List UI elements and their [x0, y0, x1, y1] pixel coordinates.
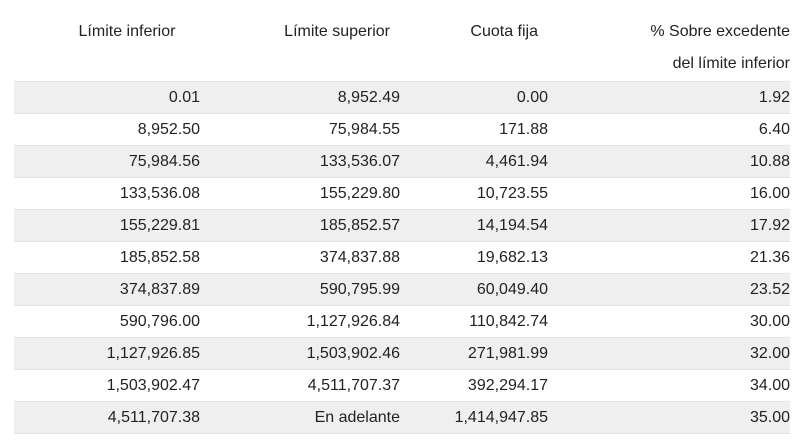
cell-cuota-fija: 271,981.99	[467, 344, 548, 362]
header-porcentaje-excedente: % Sobre excedente del límite inferior	[548, 16, 790, 81]
cell-limite-superior: 8,952.49	[337, 88, 400, 106]
cell-cuota-fija: 60,049.40	[476, 280, 548, 298]
header-line: del límite inferior	[672, 55, 790, 72]
header-line: % Sobre excedente	[650, 23, 790, 40]
table-row: 590,796.00 1,127,926.84 110,842.74 30.00	[14, 306, 790, 338]
table-row: 4,511,707.38 En adelante 1,414,947.85 35…	[14, 402, 790, 434]
header-line: Límite superior	[284, 23, 390, 40]
header-line: Cuota fija	[470, 23, 538, 40]
cell-limite-inferior: 8,952.50	[137, 120, 200, 138]
cell-limite-superior: 4,511,707.37	[307, 376, 400, 394]
cell-porcentaje: 1.92	[758, 88, 790, 106]
cell-limite-inferior: 374,837.89	[119, 280, 200, 298]
cell-limite-superior: 374,837.88	[319, 248, 400, 266]
table-row: 1,503,902.47 4,511,707.37 392,294.17 34.…	[14, 370, 790, 402]
cell-limite-superior: 155,229.80	[319, 184, 400, 202]
cell-cuota-fija: 171.88	[499, 120, 548, 138]
table-row: 8,952.50 75,984.55 171.88 6.40	[14, 114, 790, 146]
cell-porcentaje: 23.52	[749, 280, 790, 298]
cell-porcentaje: 21.36	[749, 248, 790, 266]
cell-limite-superior: 185,852.57	[319, 216, 400, 234]
cell-porcentaje: 35.00	[749, 408, 790, 426]
cell-limite-inferior: 185,852.58	[119, 248, 200, 266]
cell-porcentaje: 6.40	[758, 120, 790, 138]
cell-limite-superior: 133,536.07	[319, 152, 400, 170]
cell-limite-superior: En adelante	[314, 408, 400, 426]
table-row: 185,852.58 374,837.88 19,682.13 21.36	[14, 242, 790, 274]
cell-cuota-fija: 392,294.17	[467, 376, 548, 394]
cell-limite-superior: 75,984.55	[328, 120, 400, 138]
cell-porcentaje: 16.00	[749, 184, 790, 202]
cell-limite-inferior: 155,229.81	[119, 216, 200, 234]
cell-limite-inferior: 1,503,902.47	[106, 376, 200, 394]
table-row: 133,536.08 155,229.80 10,723.55 16.00	[14, 178, 790, 210]
header-line: Límite inferior	[78, 23, 176, 40]
cell-limite-superior: 590,795.99	[319, 280, 400, 298]
cell-cuota-fija: 14,194.54	[476, 216, 548, 234]
cell-porcentaje: 30.00	[749, 312, 790, 330]
cell-cuota-fija: 1,414,947.85	[454, 408, 548, 426]
cell-limite-inferior: 590,796.00	[119, 312, 200, 330]
cell-limite-inferior: 0.01	[168, 88, 200, 106]
cell-cuota-fija: 0.00	[516, 88, 548, 106]
header-cuota-fija: Cuota fija	[400, 16, 548, 81]
table-row: 0.01 8,952.49 0.00 1.92	[14, 82, 790, 114]
table-row: 1,127,926.85 1,503,902.46 271,981.99 32.…	[14, 338, 790, 370]
cell-limite-superior: 1,503,902.46	[306, 344, 400, 362]
header-limite-inferior: Límite inferior	[14, 16, 200, 81]
cell-cuota-fija: 19,682.13	[476, 248, 548, 266]
cell-limite-inferior: 75,984.56	[128, 152, 200, 170]
table-header: Límite inferior Límite superior Cuota fi…	[14, 16, 790, 82]
cell-porcentaje: 17.92	[749, 216, 790, 234]
tax-rate-table: Límite inferior Límite superior Cuota fi…	[14, 16, 790, 434]
table-row: 374,837.89 590,795.99 60,049.40 23.52	[14, 274, 790, 306]
cell-limite-inferior: 4,511,707.38	[107, 408, 200, 426]
cell-cuota-fija: 10,723.55	[476, 184, 548, 202]
cell-limite-superior: 1,127,926.84	[306, 312, 400, 330]
cell-cuota-fija: 110,842.74	[469, 312, 548, 330]
cell-limite-inferior: 1,127,926.85	[106, 344, 200, 362]
header-limite-superior: Límite superior	[200, 16, 400, 81]
table-row: 75,984.56 133,536.07 4,461.94 10.88	[14, 146, 790, 178]
cell-porcentaje: 32.00	[749, 344, 790, 362]
cell-limite-inferior: 133,536.08	[119, 184, 200, 202]
cell-cuota-fija: 4,461.94	[485, 152, 548, 170]
table-row: 155,229.81 185,852.57 14,194.54 17.92	[14, 210, 790, 242]
cell-porcentaje: 34.00	[749, 376, 790, 394]
cell-porcentaje: 10.88	[749, 152, 790, 170]
